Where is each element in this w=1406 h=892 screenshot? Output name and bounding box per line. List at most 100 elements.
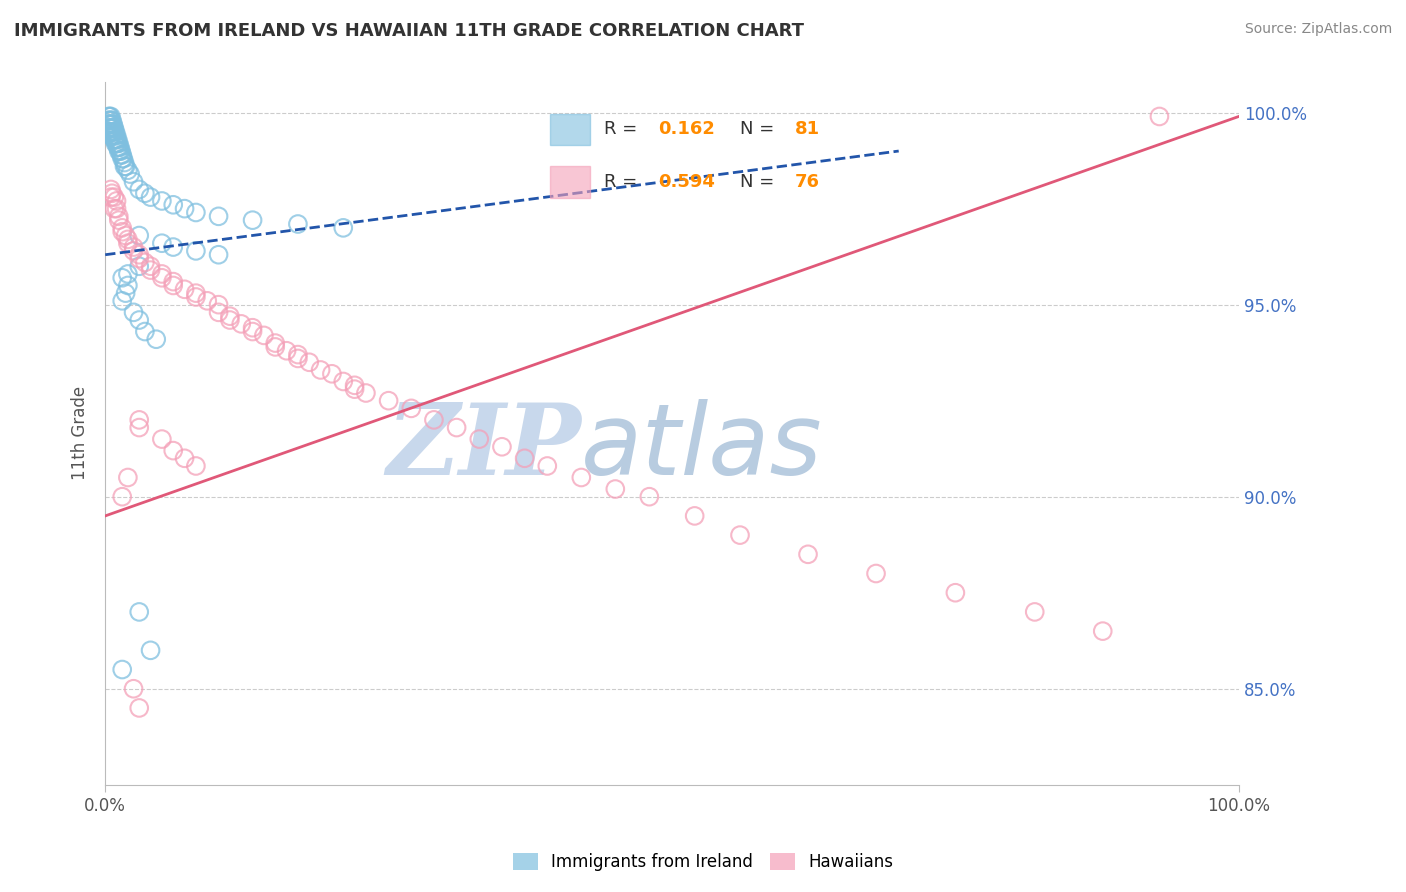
- Point: [105, 194, 128, 208]
- Point: [264, 340, 287, 354]
- Point: [162, 275, 184, 289]
- Point: [332, 220, 354, 235]
- Point: [97, 110, 120, 124]
- Point: [107, 140, 129, 154]
- Point: [108, 136, 131, 151]
- Point: [114, 228, 136, 243]
- Point: [117, 236, 139, 251]
- Point: [103, 120, 125, 135]
- Point: [96, 113, 118, 128]
- Point: [207, 305, 229, 319]
- Point: [1149, 110, 1171, 124]
- Point: [111, 152, 134, 166]
- Point: [111, 293, 134, 308]
- Point: [111, 225, 134, 239]
- Point: [377, 393, 399, 408]
- Point: [134, 255, 156, 269]
- Point: [108, 210, 131, 224]
- Point: [162, 278, 184, 293]
- Point: [117, 470, 139, 484]
- Point: [100, 190, 122, 204]
- Point: [309, 363, 332, 377]
- Point: [162, 240, 184, 254]
- Point: [128, 701, 150, 715]
- Point: [105, 132, 128, 146]
- Point: [103, 190, 125, 204]
- Point: [117, 267, 139, 281]
- Point: [139, 263, 162, 277]
- Point: [173, 202, 195, 216]
- Point: [103, 132, 125, 146]
- Point: [111, 270, 134, 285]
- Point: [122, 305, 145, 319]
- Point: [128, 259, 150, 273]
- Point: [150, 267, 173, 281]
- Point: [108, 144, 131, 158]
- Point: [101, 113, 124, 128]
- Point: [122, 175, 145, 189]
- Point: [298, 355, 321, 369]
- Point: [104, 125, 127, 139]
- Point: [117, 232, 139, 246]
- Point: [343, 382, 366, 396]
- Point: [139, 643, 162, 657]
- Point: [287, 348, 309, 362]
- Point: [98, 110, 121, 124]
- Point: [219, 309, 242, 323]
- Point: [513, 451, 536, 466]
- Point: [98, 125, 121, 139]
- Point: [253, 328, 276, 343]
- Text: ZIP: ZIP: [387, 399, 581, 496]
- Point: [865, 566, 887, 581]
- Point: [207, 210, 229, 224]
- Point: [1024, 605, 1046, 619]
- Point: [321, 367, 343, 381]
- Point: [184, 244, 207, 258]
- Text: IMMIGRANTS FROM IRELAND VS HAWAIIAN 11TH GRADE CORRELATION CHART: IMMIGRANTS FROM IRELAND VS HAWAIIAN 11TH…: [14, 22, 804, 40]
- Point: [122, 240, 145, 254]
- Point: [1091, 624, 1114, 639]
- Point: [107, 132, 129, 146]
- Point: [423, 413, 446, 427]
- Point: [111, 663, 134, 677]
- Point: [242, 213, 264, 227]
- Point: [108, 213, 131, 227]
- Point: [108, 140, 131, 154]
- Point: [173, 451, 195, 466]
- Point: [128, 413, 150, 427]
- Point: [184, 458, 207, 473]
- Point: [287, 351, 309, 366]
- Point: [120, 167, 142, 181]
- Point: [111, 220, 134, 235]
- Point: [184, 205, 207, 219]
- Legend: Immigrants from Ireland, Hawaiians: Immigrants from Ireland, Hawaiians: [505, 845, 901, 880]
- Point: [97, 120, 120, 135]
- Point: [98, 117, 121, 131]
- Point: [287, 217, 309, 231]
- Point: [105, 202, 128, 216]
- Point: [111, 148, 134, 162]
- Point: [105, 136, 128, 151]
- Point: [112, 152, 135, 166]
- Point: [797, 547, 820, 561]
- Point: [242, 320, 264, 334]
- Point: [276, 343, 298, 358]
- Point: [231, 317, 253, 331]
- Point: [134, 186, 156, 201]
- Point: [114, 155, 136, 169]
- Point: [101, 117, 124, 131]
- Point: [446, 420, 468, 434]
- Point: [110, 144, 132, 158]
- Point: [111, 490, 134, 504]
- Point: [114, 160, 136, 174]
- Point: [139, 190, 162, 204]
- Y-axis label: 11th Grade: 11th Grade: [72, 386, 89, 481]
- Point: [100, 120, 122, 135]
- Point: [354, 386, 377, 401]
- Point: [150, 236, 173, 251]
- Point: [536, 458, 558, 473]
- Point: [195, 293, 218, 308]
- Point: [101, 186, 124, 201]
- Point: [103, 202, 125, 216]
- Point: [117, 278, 139, 293]
